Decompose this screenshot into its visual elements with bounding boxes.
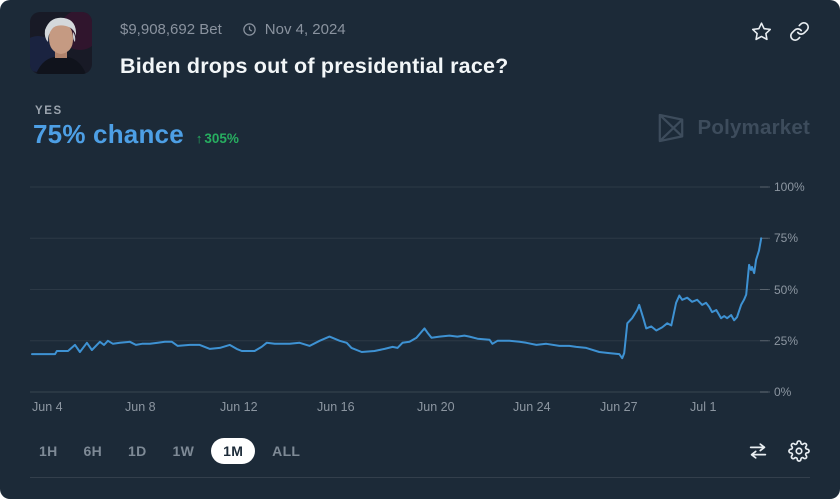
chart-tools	[745, 438, 812, 464]
up-arrow-icon: ↑	[195, 131, 203, 146]
polymarket-watermark: Polymarket	[657, 110, 810, 146]
biden-portrait-image	[30, 12, 92, 74]
y-axis-label: 75%	[774, 231, 799, 246]
range-button-1h[interactable]: 1H	[30, 438, 67, 464]
polymarket-brand-text: Polymarket	[697, 116, 810, 139]
y-axis-label: 25%	[774, 333, 799, 348]
range-button-all[interactable]: ALL	[263, 438, 309, 464]
swap-arrows-icon	[749, 443, 767, 459]
settings-button[interactable]	[786, 438, 812, 464]
chart-footer: 1H 6H 1D 1W 1M ALL	[30, 438, 812, 464]
swap-outcome-button[interactable]	[745, 438, 771, 464]
end-date: Nov 4, 2024	[264, 21, 346, 38]
link-icon	[789, 21, 810, 42]
x-axis-label: Jun 24	[513, 400, 551, 414]
outcome-label: YES	[35, 105, 63, 117]
star-icon	[751, 22, 772, 41]
header-actions	[749, 19, 812, 44]
range-button-6h[interactable]: 6H	[75, 438, 112, 464]
chance-value: 75% chance	[33, 119, 184, 149]
range-button-1w[interactable]: 1W	[164, 438, 204, 464]
yes-price-line	[31, 237, 763, 360]
favorite-star-button[interactable]	[749, 19, 774, 44]
market-title: Biden drops out of presidential race?	[120, 54, 509, 78]
x-axis-label: Jun 16	[317, 400, 355, 414]
x-axis-label: Jun 8	[125, 400, 156, 414]
x-axis-label: Jun 12	[220, 400, 258, 414]
change-value: 305%	[204, 131, 239, 146]
x-axis-label: Jun 4	[32, 400, 63, 414]
range-button-1d[interactable]: 1D	[119, 438, 156, 464]
polymarket-logo-icon	[659, 113, 684, 143]
time-range-selector: 1H 6H 1D 1W 1M ALL	[30, 438, 309, 464]
copy-link-button[interactable]	[787, 19, 812, 44]
y-axis-label: 50%	[774, 282, 799, 297]
market-meta: $9,908,692 Bet Nov 4, 2024	[120, 21, 346, 38]
clock-icon	[243, 23, 256, 36]
y-axis-label: 100%	[774, 180, 805, 194]
biden-avatar	[30, 12, 92, 74]
change-badge: ↑ 305%	[196, 131, 239, 146]
bet-amount: $9,908,692 Bet	[120, 21, 222, 38]
gear-icon	[788, 440, 810, 462]
x-axis-label: Jun 27	[600, 400, 638, 414]
y-axis-label: 0%	[774, 385, 792, 399]
outcome-row: 75% chance ↑ 305%	[33, 119, 239, 150]
footer-divider	[30, 477, 810, 478]
x-axis-label: Jun 20	[417, 400, 455, 414]
x-axis-label: Jul 1	[690, 400, 717, 414]
range-button-1m[interactable]: 1M	[211, 438, 256, 464]
